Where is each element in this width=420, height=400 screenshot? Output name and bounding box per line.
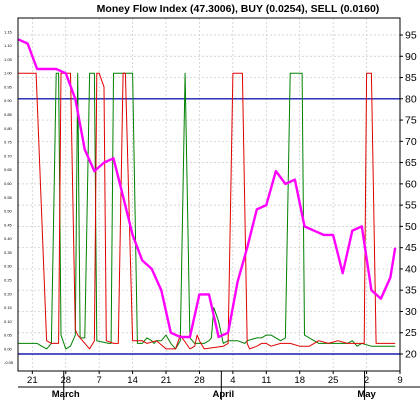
x-tick-label: 2 bbox=[364, 375, 369, 386]
left-tick-label: 0.40 bbox=[4, 236, 13, 241]
left-tick-label: 0.70 bbox=[4, 153, 13, 158]
series-line bbox=[18, 72, 396, 350]
x-tick-label: 28 bbox=[194, 375, 205, 386]
right-tick-label: 70 bbox=[405, 136, 417, 148]
left-tick-label: 0.25 bbox=[4, 277, 13, 282]
right-tick-label: 25 bbox=[405, 327, 417, 339]
month-label: March bbox=[52, 389, 80, 400]
right-tick-label: 85 bbox=[405, 72, 417, 84]
series-line bbox=[17, 38, 397, 339]
right-tick-label: 75 bbox=[405, 115, 417, 127]
right-tick-label: 45 bbox=[405, 242, 417, 254]
x-tick-label: 9 bbox=[397, 375, 402, 386]
x-tick-label: 14 bbox=[127, 375, 138, 386]
left-tick-label: 1.00 bbox=[4, 71, 13, 76]
plot-frame bbox=[17, 17, 401, 372]
left-tick-label: 0.50 bbox=[4, 209, 13, 214]
x-tick-label: 21 bbox=[161, 375, 172, 386]
left-axis: -0.05 0.00 0.05 0.10 0.15 0.20 0.25 0.30 0.35 0.4… bbox=[4, 29, 14, 365]
right-tick-label: 30 bbox=[405, 306, 417, 318]
right-tick-label: 50 bbox=[405, 221, 417, 233]
left-tick-label: 0.20 bbox=[4, 291, 13, 296]
chart-title: Money Flow Index (47.3006), BUY (0.0254)… bbox=[97, 3, 380, 15]
x-tick-label: 11 bbox=[261, 375, 271, 386]
left-tick-label: 0.75 bbox=[4, 140, 13, 145]
x-tick-label: 7 bbox=[97, 375, 102, 386]
series-line bbox=[18, 72, 396, 350]
left-tick-label: 0.90 bbox=[4, 98, 13, 103]
left-tick-label: 0.15 bbox=[4, 305, 13, 310]
x-tick-label: 25 bbox=[328, 375, 339, 386]
left-tick-label: 0.55 bbox=[4, 195, 13, 200]
left-tick-label: 1.05 bbox=[4, 57, 13, 62]
right-tick-label: 90 bbox=[405, 51, 417, 63]
series-layer bbox=[17, 38, 397, 350]
left-tick-label: 0.95 bbox=[4, 84, 13, 89]
month-label: May bbox=[357, 389, 376, 400]
left-tick-label: 0.05 bbox=[4, 333, 13, 338]
left-tick-label: 0.30 bbox=[4, 264, 13, 269]
x-tick-label: 21 bbox=[27, 375, 38, 386]
left-tick-label: 1.15 bbox=[4, 29, 13, 34]
x-tick-label: 4 bbox=[230, 375, 235, 386]
left-tick-label: 0.10 bbox=[4, 319, 13, 324]
x-tick-label: 28 bbox=[60, 375, 71, 386]
reference-lines bbox=[18, 98, 400, 355]
right-tick-label: 65 bbox=[405, 157, 417, 169]
left-tick-label: 0.35 bbox=[4, 250, 13, 255]
left-tick-label: 0.85 bbox=[4, 112, 13, 117]
left-tick-label: -0.05 bbox=[4, 360, 14, 365]
right-tick-label: 55 bbox=[405, 200, 417, 212]
right-axis: 20 25 30 35 40 45 50 55 60 65 70 75 80 85 90 95 bbox=[400, 30, 417, 360]
right-tick-label: 95 bbox=[405, 30, 417, 42]
right-tick-label: 35 bbox=[405, 285, 417, 297]
right-tick-label: 80 bbox=[405, 93, 417, 105]
left-tick-label: 0.45 bbox=[4, 222, 13, 227]
right-tick-label: 20 bbox=[405, 348, 417, 360]
left-tick-label: 1.10 bbox=[4, 43, 13, 48]
month-label: April bbox=[213, 389, 235, 400]
right-tick-label: 40 bbox=[405, 263, 417, 275]
x-axis: 2128714212841118252916232MarchAprilMay bbox=[18, 371, 420, 400]
left-tick-label: 0.00 bbox=[4, 346, 13, 351]
left-tick-label: 0.65 bbox=[4, 167, 13, 172]
x-tick-label: 18 bbox=[294, 375, 305, 386]
left-tick-label: 0.60 bbox=[4, 181, 13, 186]
left-tick-label: 0.80 bbox=[4, 126, 13, 131]
right-tick-label: 60 bbox=[405, 178, 417, 190]
